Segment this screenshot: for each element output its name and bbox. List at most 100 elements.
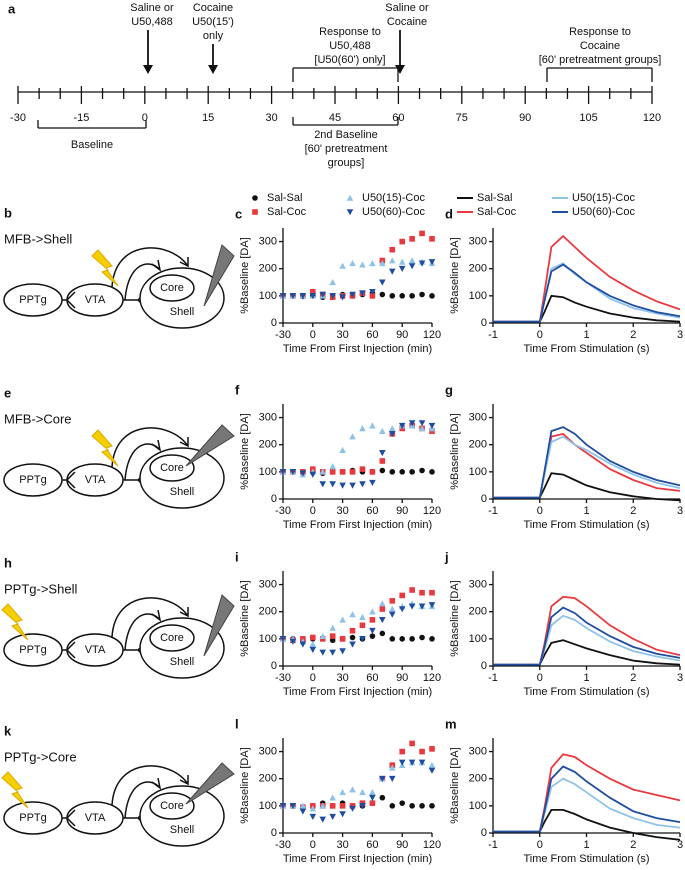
arrow-head <box>208 65 218 74</box>
data-point <box>388 431 396 438</box>
x-tick-label: 0 <box>310 839 316 851</box>
legend-marker <box>346 194 354 201</box>
data-point <box>379 279 386 286</box>
x-tick-label: 60 <box>366 672 378 684</box>
data-point <box>369 617 376 623</box>
y-tick-label: 100 <box>259 466 277 478</box>
data-point <box>409 469 415 475</box>
y-tick-label: 100 <box>469 290 487 302</box>
electrode <box>185 762 235 805</box>
data-point <box>418 260 426 267</box>
legend-marker <box>252 209 258 215</box>
connection <box>62 291 76 309</box>
data-point <box>388 257 396 264</box>
data-point <box>419 589 425 596</box>
data-point <box>359 622 366 629</box>
data-point <box>419 634 425 641</box>
y-tick-label: 0 <box>271 827 277 839</box>
y-tick-label: 300 <box>469 411 487 423</box>
timeline-annotation: [60' pretreatment <box>305 143 388 155</box>
x-axis-label: Time From First Injection (min) <box>283 686 432 698</box>
y-tick-label: 200 <box>259 439 277 451</box>
timeline-tick-label: 90 <box>519 112 531 124</box>
data-point <box>379 600 386 607</box>
data-point <box>409 293 415 299</box>
timeline-annotation: Cocaine <box>580 40 620 52</box>
data-line <box>493 765 681 833</box>
y-tick-label: 300 <box>259 411 277 423</box>
panel-label: b <box>4 205 12 220</box>
timeline-annotation: Saline or <box>130 2 174 14</box>
data-point <box>369 288 376 296</box>
timeline-annotation: Baseline <box>71 139 113 151</box>
x-axis-label: Time From Stimulation (s) <box>523 853 649 865</box>
connection <box>124 777 162 819</box>
x-tick-label: 1 <box>583 505 589 517</box>
x-axis-label: Time From Stimulation (s) <box>523 343 649 355</box>
node-label: VTA <box>85 644 106 656</box>
y-tick-label: 0 <box>481 317 487 329</box>
connection <box>111 765 189 806</box>
data-point <box>428 761 436 768</box>
connection <box>124 609 162 651</box>
data-point <box>369 479 376 487</box>
data-point <box>428 422 436 430</box>
panel-label: c <box>235 206 242 221</box>
data-point <box>428 259 436 266</box>
stimulation-bolt <box>91 429 119 467</box>
data-point <box>339 788 346 796</box>
diagram <box>3 765 225 847</box>
x-tick-label: 30 <box>336 839 348 851</box>
x-tick-label: 3 <box>677 329 683 341</box>
data-point <box>339 469 346 475</box>
y-tick-label: 200 <box>469 263 487 275</box>
data-point <box>369 627 376 635</box>
connection <box>124 259 162 301</box>
node-label: Shell <box>170 824 194 836</box>
y-tick-label: 100 <box>469 800 487 812</box>
data-point <box>419 230 425 237</box>
data-point <box>389 293 396 299</box>
data-point <box>418 603 426 610</box>
data-point <box>429 469 435 475</box>
x-tick-label: 30 <box>336 505 348 517</box>
timeline-annotation: groups] <box>328 157 365 169</box>
data-point <box>349 641 356 648</box>
data-point <box>429 589 435 596</box>
electrode <box>203 244 235 307</box>
data-point <box>279 636 287 643</box>
node-label: Shell <box>170 486 194 498</box>
data-point <box>329 293 336 300</box>
data-point <box>339 446 346 453</box>
connection <box>62 809 76 827</box>
x-tick-label: 0 <box>310 329 316 341</box>
y-axis-label: %Baseline [DA] <box>449 747 461 823</box>
panel-label: j <box>444 549 449 564</box>
legend-label: Sal-Coc <box>477 206 517 218</box>
data-point <box>399 636 406 642</box>
data-point <box>339 262 346 269</box>
data-point <box>299 641 307 648</box>
node <box>149 454 195 482</box>
y-tick-label: 100 <box>469 633 487 645</box>
y-axis-label: %Baseline [DA] <box>449 413 461 489</box>
data-point <box>359 636 366 643</box>
connection <box>111 247 189 288</box>
x-tick-label: -30 <box>275 505 291 517</box>
data-point <box>379 775 386 783</box>
electrode <box>203 594 235 657</box>
y-axis-label: %Baseline [DA] <box>239 747 251 823</box>
data-point <box>369 608 376 615</box>
data-point <box>389 246 396 253</box>
node <box>149 274 195 302</box>
legend-marker <box>252 195 258 201</box>
data-point <box>329 624 336 631</box>
y-tick-label: 0 <box>481 827 487 839</box>
timeline-tick-label: 120 <box>643 112 661 124</box>
data-point <box>349 627 356 634</box>
node-label: PPTg <box>19 294 47 306</box>
data-point <box>339 616 346 623</box>
data-line <box>493 432 681 499</box>
x-tick-label: 30 <box>336 672 348 684</box>
